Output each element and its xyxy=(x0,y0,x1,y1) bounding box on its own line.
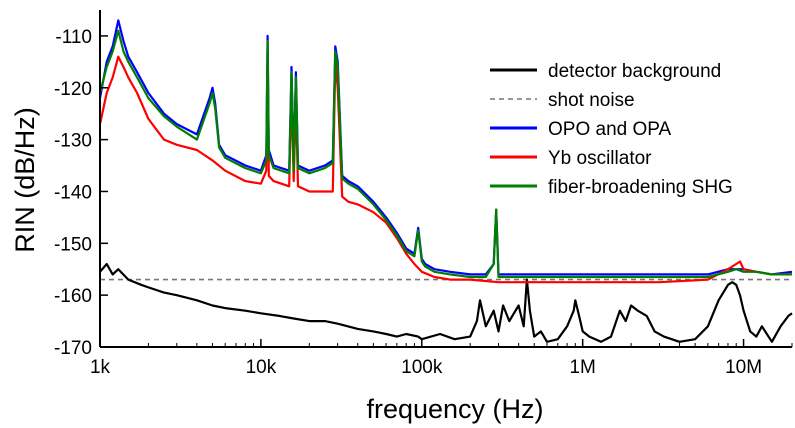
legend-label-opo-and-opa: OPO and OPA xyxy=(548,119,672,140)
x-tick-label: 1M xyxy=(569,357,595,378)
legend-label-shot-noise: shot noise xyxy=(548,90,635,111)
x-tick-label: 10M xyxy=(725,357,762,378)
y-tick-label: -140 xyxy=(54,182,92,203)
series-detector-background-line xyxy=(99,262,793,343)
y-tick-label: -170 xyxy=(54,338,92,359)
x-tick-label: 10k xyxy=(246,357,277,378)
y-axis-title: RIN (dB/Hz) xyxy=(10,107,40,253)
ticks-layer: 1k 10k 100k 1M 10M -110 -120 -130 -140 -150 -160 -1… xyxy=(54,27,793,378)
y-tick-label: -130 xyxy=(54,131,92,152)
y-tick-label: -160 xyxy=(54,286,92,307)
x-tick-label: 100k xyxy=(401,357,443,378)
series-fiber-broadening-shg-line xyxy=(98,29,792,279)
series-yb-oscillator-line xyxy=(98,55,792,284)
legend-label-fiber-broadening-shg: fiber-broadening SHG xyxy=(548,177,733,198)
legend-label-yb-oscillator: Yb oscillator xyxy=(548,148,652,169)
y-tick-label: -110 xyxy=(55,27,92,48)
y-tick-label: -150 xyxy=(54,234,92,255)
legend-label-detector-background: detector background xyxy=(548,61,721,82)
axes xyxy=(99,10,792,348)
x-axis-title: frequency (Hz) xyxy=(366,394,543,424)
series-layer xyxy=(98,19,793,343)
x-tick-label: 1k xyxy=(90,357,111,378)
series-opo-and-opa-line xyxy=(98,19,793,276)
y-tick-label: -120 xyxy=(54,79,92,100)
legend: detector background shot noise OPO and OPA… xyxy=(490,61,733,198)
